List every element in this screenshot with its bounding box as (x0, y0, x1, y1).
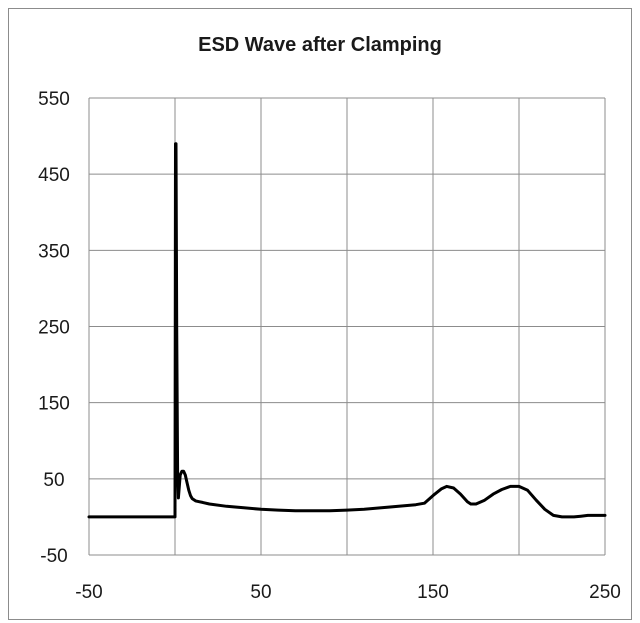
y-tick-label: 450 (38, 165, 70, 186)
y-tick-label: -50 (40, 546, 67, 567)
x-tick-label: 250 (589, 582, 621, 603)
y-tick-label: 150 (38, 394, 70, 415)
series-lines (87, 142, 607, 519)
series-line (87, 142, 607, 519)
y-tick-label: 50 (43, 470, 64, 491)
y-tick-label: 250 (38, 318, 70, 339)
tick-labels: 550 450 350 250 150 50 -50 -50 50 150 250 (38, 89, 621, 603)
y-tick-label: 550 (38, 89, 70, 110)
x-tick-label: -50 (75, 582, 102, 603)
y-tick-label: 350 (38, 241, 70, 262)
x-tick-label: 50 (250, 582, 271, 603)
x-tick-label: 150 (417, 582, 449, 603)
chart-title: ESD Wave after Clamping (198, 34, 442, 56)
